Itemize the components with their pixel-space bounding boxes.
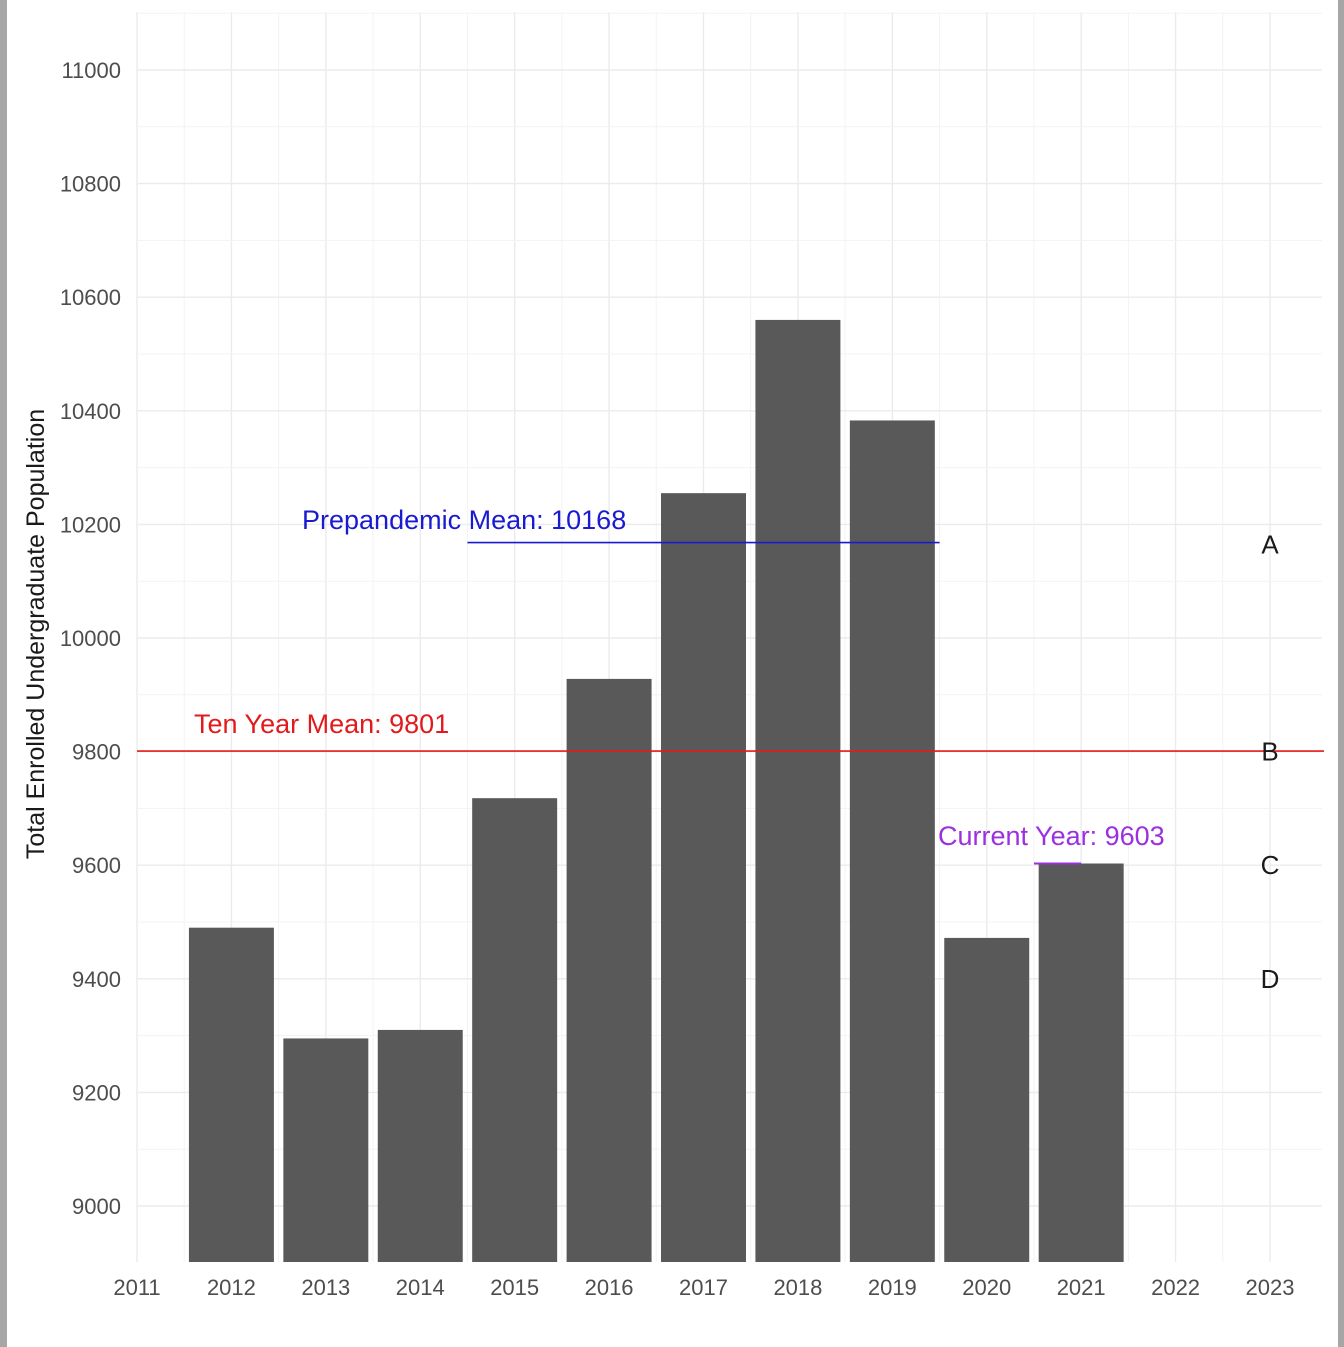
x-tick-2017: 2017 — [679, 1275, 728, 1300]
marker-a: A — [1261, 529, 1279, 559]
y-axis-label: Total Enrolled Undergraduate Population — [22, 409, 50, 859]
bar-2014 — [377, 1029, 463, 1262]
x-tick-2023: 2023 — [1246, 1275, 1295, 1300]
y-tick-9400: 9400 — [72, 967, 121, 992]
y-tick-9000: 9000 — [72, 1194, 121, 1219]
x-tick-2014: 2014 — [396, 1275, 445, 1300]
marker-b: B — [1261, 737, 1278, 767]
bar-2021 — [1038, 863, 1124, 1262]
ten-year-mean-label: Ten Year Mean: 9801 — [194, 709, 449, 739]
x-tick-2021: 2021 — [1057, 1275, 1106, 1300]
y-tick-10000: 10000 — [60, 626, 121, 651]
x-tick-2013: 2013 — [301, 1275, 350, 1300]
annotation-labels: Ten Year Mean: 9801 Prepandemic Mean: 101… — [194, 505, 1279, 994]
prepandemic-mean-label: Prepandemic Mean: 10168 — [302, 505, 626, 535]
y-tick-10200: 10200 — [60, 512, 121, 537]
bar-2017 — [661, 493, 746, 1262]
x-tick-2011: 2011 — [113, 1275, 160, 1300]
left-border — [0, 0, 7, 1347]
x-axis-ticks: 2011 2012 2013 2014 2015 2016 2017 2018 2019 2020… — [113, 1275, 1294, 1300]
y-tick-9600: 9600 — [72, 853, 121, 878]
bar-2013 — [283, 1038, 369, 1262]
bar-2016 — [566, 678, 652, 1262]
current-year-label: Current Year: 9603 — [938, 821, 1165, 851]
y-tick-9800: 9800 — [72, 740, 121, 765]
marker-d: D — [1261, 964, 1280, 994]
y-tick-10400: 10400 — [60, 399, 121, 424]
bars — [188, 319, 1124, 1262]
marker-c: C — [1261, 850, 1280, 880]
y-tick-9200: 9200 — [72, 1080, 121, 1105]
bar-2012 — [188, 927, 274, 1262]
y-tick-10800: 10800 — [60, 172, 121, 197]
bar-2019 — [849, 420, 935, 1262]
bar-2018 — [755, 319, 841, 1262]
x-tick-2019: 2019 — [868, 1275, 917, 1300]
bar-2015 — [472, 798, 558, 1262]
y-tick-10600: 10600 — [60, 285, 121, 310]
x-tick-2018: 2018 — [773, 1275, 822, 1300]
x-tick-2020: 2020 — [962, 1275, 1011, 1300]
x-tick-2015: 2015 — [490, 1275, 539, 1300]
y-axis-ticks: 9000 9200 9400 9600 9800 10000 10200 10400 10600… — [60, 58, 121, 1219]
right-border — [1338, 0, 1344, 1347]
bar-2020 — [944, 937, 1030, 1262]
x-tick-2022: 2022 — [1151, 1275, 1200, 1300]
x-tick-2016: 2016 — [585, 1275, 634, 1300]
reference-lines — [137, 541, 1324, 865]
x-tick-2012: 2012 — [207, 1275, 256, 1300]
y-tick-11000: 11000 — [61, 58, 121, 83]
